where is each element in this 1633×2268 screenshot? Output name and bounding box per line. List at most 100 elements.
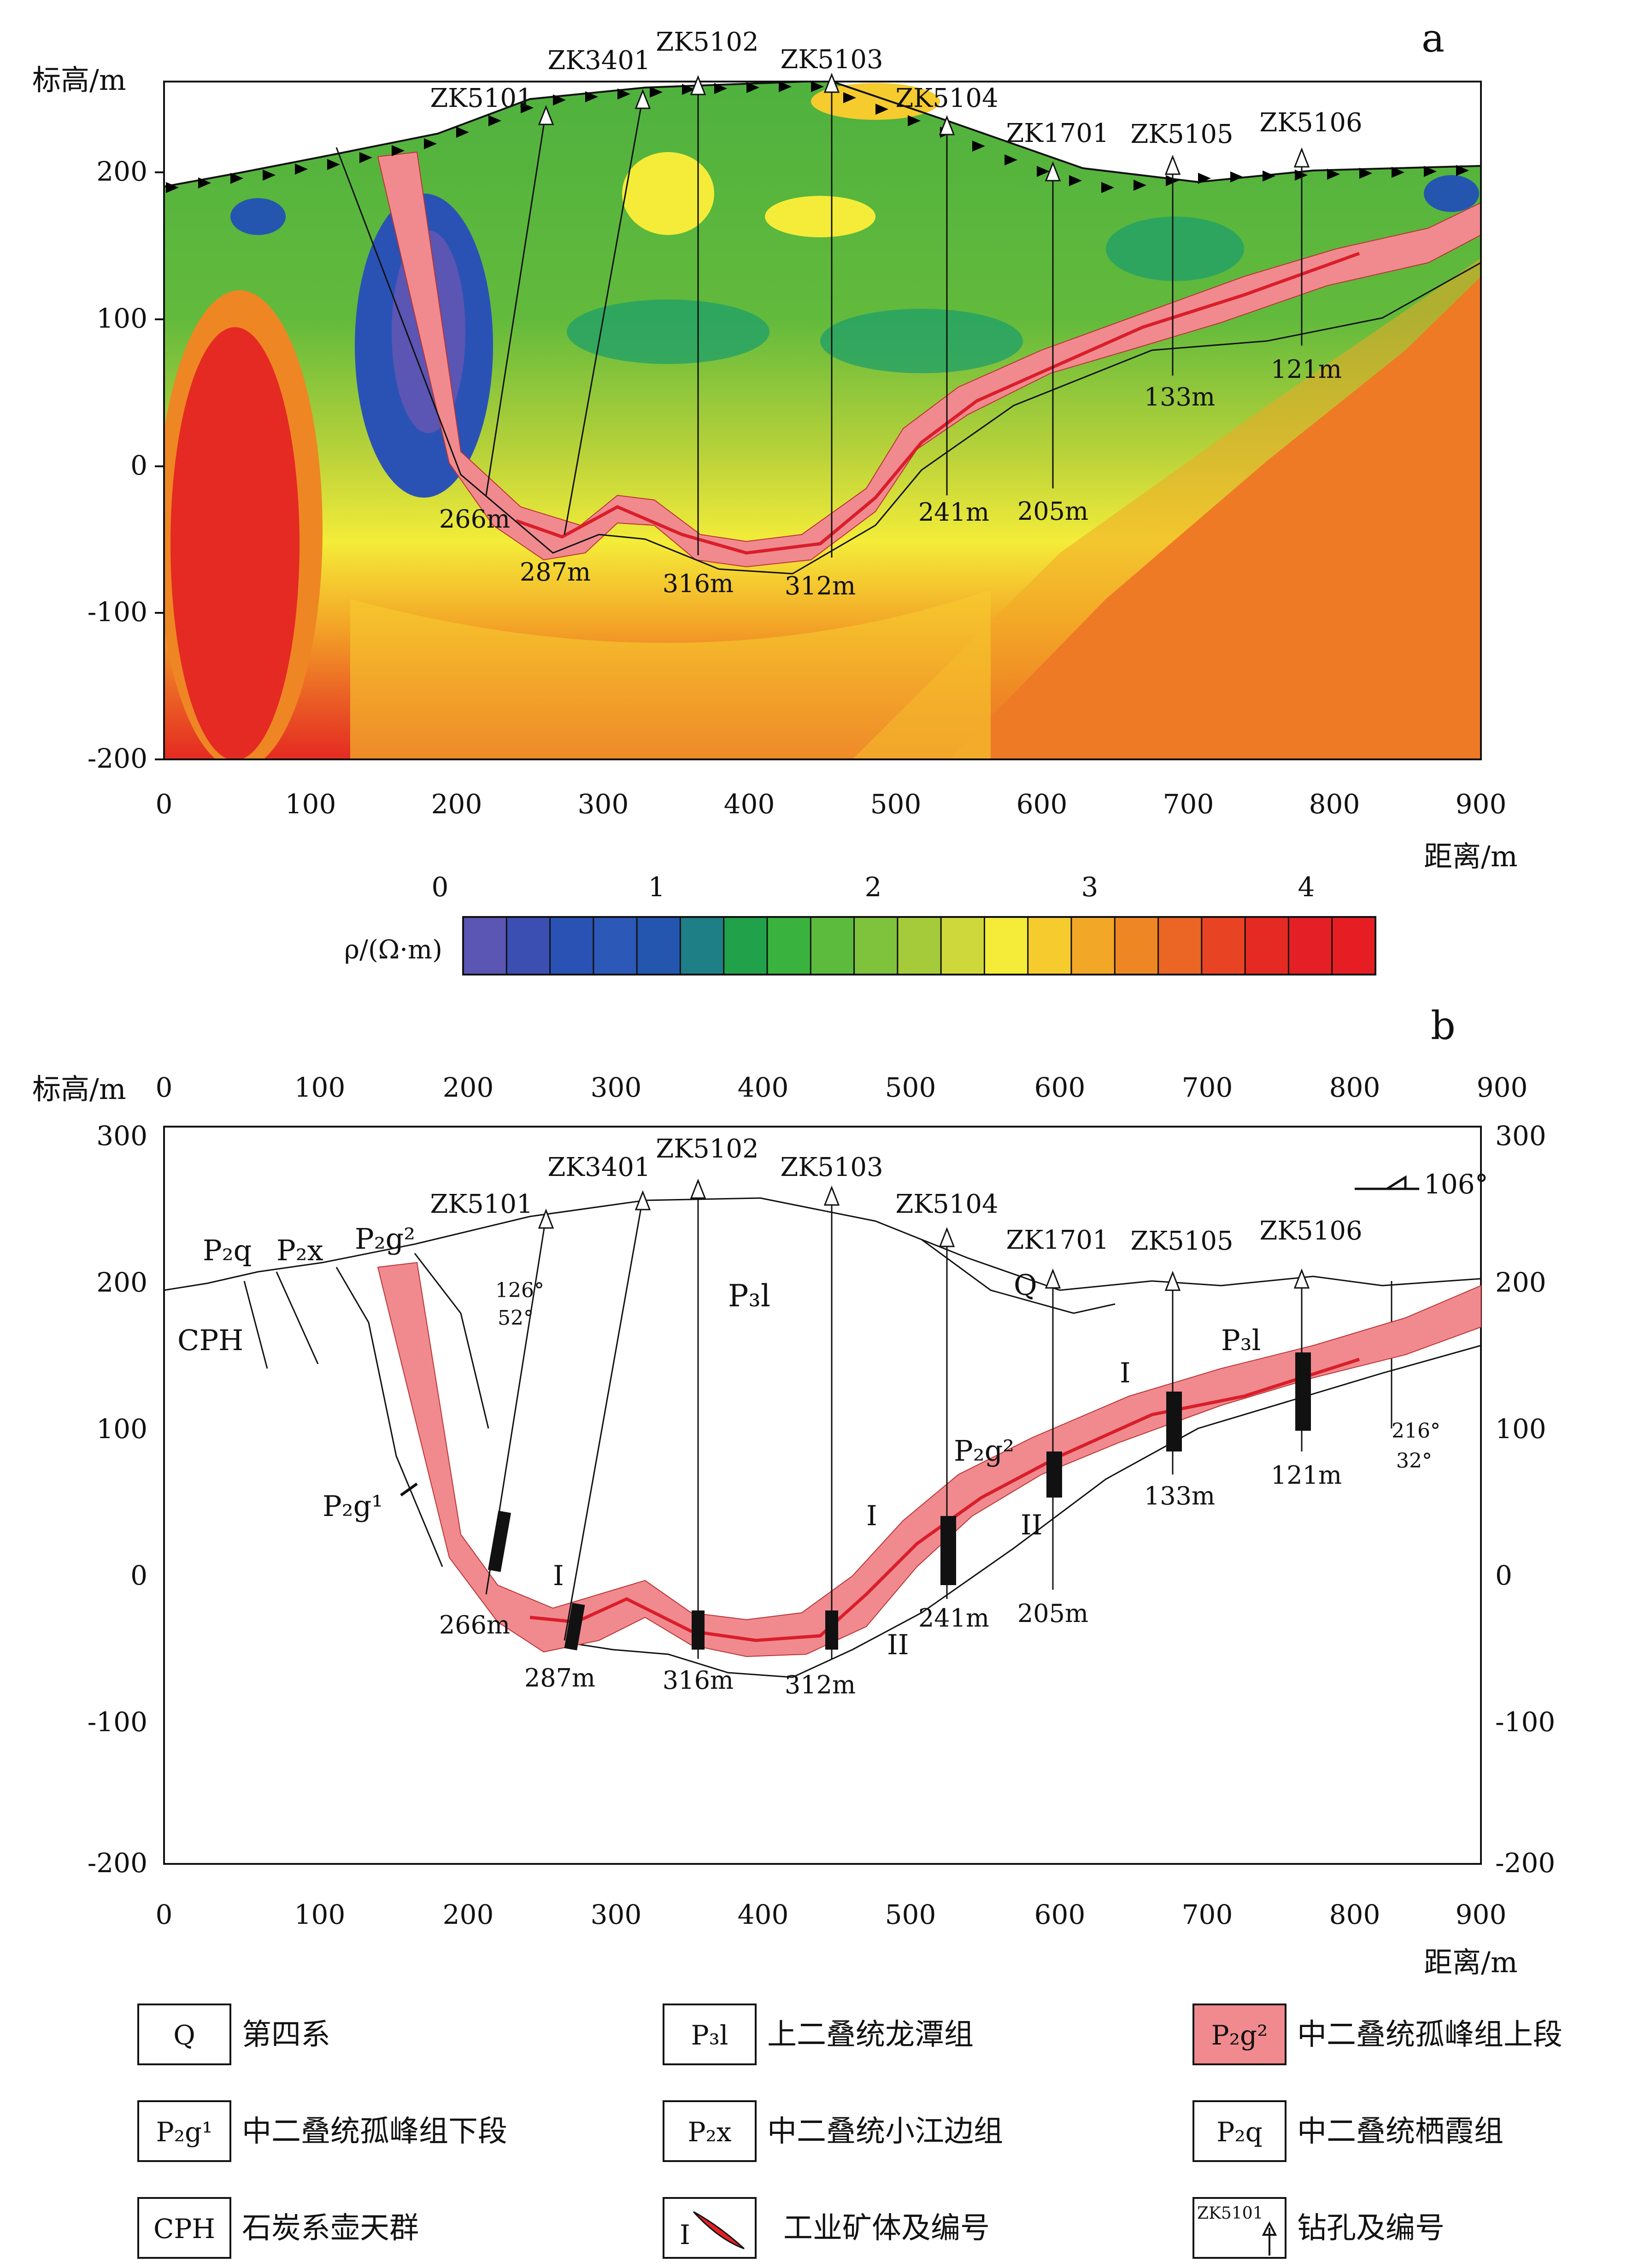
svg-text:100: 100 [294,1899,346,1930]
colorbar-swatch [1114,916,1159,975]
svg-text:100: 100 [96,1413,147,1445]
panel-a: a 标高/m 距离/m [32,16,1518,975]
panel-a-y-ticks: 200 100 0 -100 -200 [88,156,164,774]
svg-text:ZK5102: ZK5102 [656,1134,758,1164]
svg-text:ZK5101: ZK5101 [430,83,533,113]
svg-text:-100: -100 [1495,1706,1555,1738]
svg-text:400: 400 [724,788,775,820]
svg-text:ZK5106: ZK5106 [1259,1216,1362,1246]
colorbar-swatch [679,916,725,975]
colorbar-swatch [1244,916,1290,975]
svg-text:ZK5103: ZK5103 [780,45,883,75]
svg-text:ZK5104: ZK5104 [895,83,998,113]
svg-text:800: 800 [1329,1072,1380,1103]
svg-text:800: 800 [1309,788,1360,820]
svg-text:I: I [866,1500,877,1532]
svg-text:CPH: CPH [177,1323,243,1357]
svg-text:ZK1701: ZK1701 [1006,1225,1109,1255]
colorbar-swatch [1287,916,1333,975]
drillhole-zk3401: ZK3401 287m [520,46,651,587]
colorbar-swatch [1027,916,1073,975]
svg-text:200: 200 [1495,1267,1546,1298]
svg-text:P₂g¹: P₂g¹ [323,1489,383,1523]
colorbar-swatch [1201,916,1246,975]
svg-text:312m: 312m [785,571,856,600]
svg-text:P₂g²: P₂g² [954,1434,1014,1468]
drillhole-zk5101: ZK5101 266m [430,83,554,534]
colorbar-swatch [766,916,812,975]
svg-text:ZK5101: ZK5101 [430,1189,533,1219]
svg-text:500: 500 [885,1899,936,1930]
svg-text:600: 600 [1034,1899,1086,1930]
svg-text:3: 3 [1081,871,1098,903]
legend-p2g2: P₂g² 中二叠统孤峰组上段 [1192,2004,1563,2065]
svg-text:P₂x: P₂x [688,2116,732,2148]
svg-text:-100: -100 [88,1706,147,1738]
svg-text:4: 4 [1298,871,1315,903]
svg-text:800: 800 [1329,1899,1380,1930]
svg-text:0: 0 [156,788,173,820]
svg-text:0: 0 [156,1899,173,1930]
svg-text:205m: 205m [1017,1599,1088,1628]
resistivity-map [164,82,1481,759]
svg-text:241m: 241m [918,1604,989,1633]
svg-text:P₂g¹: P₂g¹ [156,2116,213,2148]
svg-text:241m: 241m [918,498,989,527]
svg-text:300: 300 [578,788,629,820]
svg-text:100: 100 [1495,1413,1546,1445]
colorbar-swatch [1157,916,1203,975]
ore-body-icon [693,2211,745,2250]
svg-text:P₃l: P₃l [691,2020,728,2051]
panel-a-label: a [1422,16,1445,61]
svg-text:Q: Q [173,2020,195,2051]
colorbar-swatch [549,916,594,975]
svg-text:312m: 312m [785,1670,856,1699]
svg-text:P₂q: P₂q [1216,2116,1262,2148]
colorbar-swatch [636,916,681,975]
legend-p3l: P₃l 上二叠统龙潭组 [663,2004,974,2065]
panel-b: b 标高/m 距离/m 0 100 200 300 400 500 600 70… [32,1003,1555,1979]
panel-a-x-ticks: 0 100 200 300 400 500 600 700 800 900 [156,788,1507,820]
legend: Q 第四系 P₃l 上二叠统龙潭组 P₂g² 中二叠统孤峰组上段 P₂g¹ 中二… [137,2004,1563,2259]
svg-text:I: I [553,1560,564,1592]
svg-text:0: 0 [130,450,147,481]
svg-text:P₃l: P₃l [1221,1323,1261,1357]
svg-text:ZK5105: ZK5105 [1130,119,1233,149]
svg-text:133m: 133m [1144,382,1215,411]
svg-text:II: II [887,1629,909,1661]
colorbar-swatch [810,916,855,975]
svg-text:P₃l: P₃l [728,1278,770,1314]
svg-text:900: 900 [1456,1899,1507,1930]
svg-text:II: II [1021,1509,1042,1541]
svg-text:700: 700 [1182,1072,1233,1103]
svg-text:0: 0 [156,1072,173,1103]
colorbar-swatches [462,916,1377,975]
svg-text:I: I [1120,1357,1131,1389]
svg-text:中二叠统小江边组: 中二叠统小江边组 [767,2115,1003,2149]
legend-p2q: P₂q 中二叠统栖霞组 [1192,2100,1504,2162]
svg-text:0: 0 [1495,1560,1512,1591]
svg-text:300: 300 [591,1072,642,1103]
panel-a-frame [163,81,1482,760]
svg-text:CPH: CPH [153,2213,215,2244]
drillhole-zk5106: ZK5106 121m [1259,108,1362,384]
svg-text:600: 600 [1016,788,1068,820]
panel-b-bottom-x-ticks: 0 100 200 300 400 500 600 700 800 900 [156,1899,1507,1930]
colorbar-swatch [853,916,899,975]
drillhole-zk5104: ZK5104 241m [895,83,998,527]
svg-text:121m: 121m [1271,1461,1342,1490]
svg-text:200: 200 [96,156,147,187]
panel-a-y-title: 标高/m [32,63,126,97]
svg-text:2: 2 [865,871,882,903]
svg-text:133m: 133m [1144,1481,1215,1510]
svg-text:700: 700 [1182,1899,1233,1930]
svg-text:500: 500 [870,788,922,820]
drillhole-zk1701: ZK1701 205m [1006,118,1109,526]
svg-text:287m: 287m [524,1663,595,1692]
colorbar-swatch [1070,916,1116,975]
drillhole-zk5102: ZK5102 316m [656,27,758,598]
receiver-markers [166,81,1469,193]
svg-text:1: 1 [648,871,665,903]
svg-text:500: 500 [885,1072,936,1103]
